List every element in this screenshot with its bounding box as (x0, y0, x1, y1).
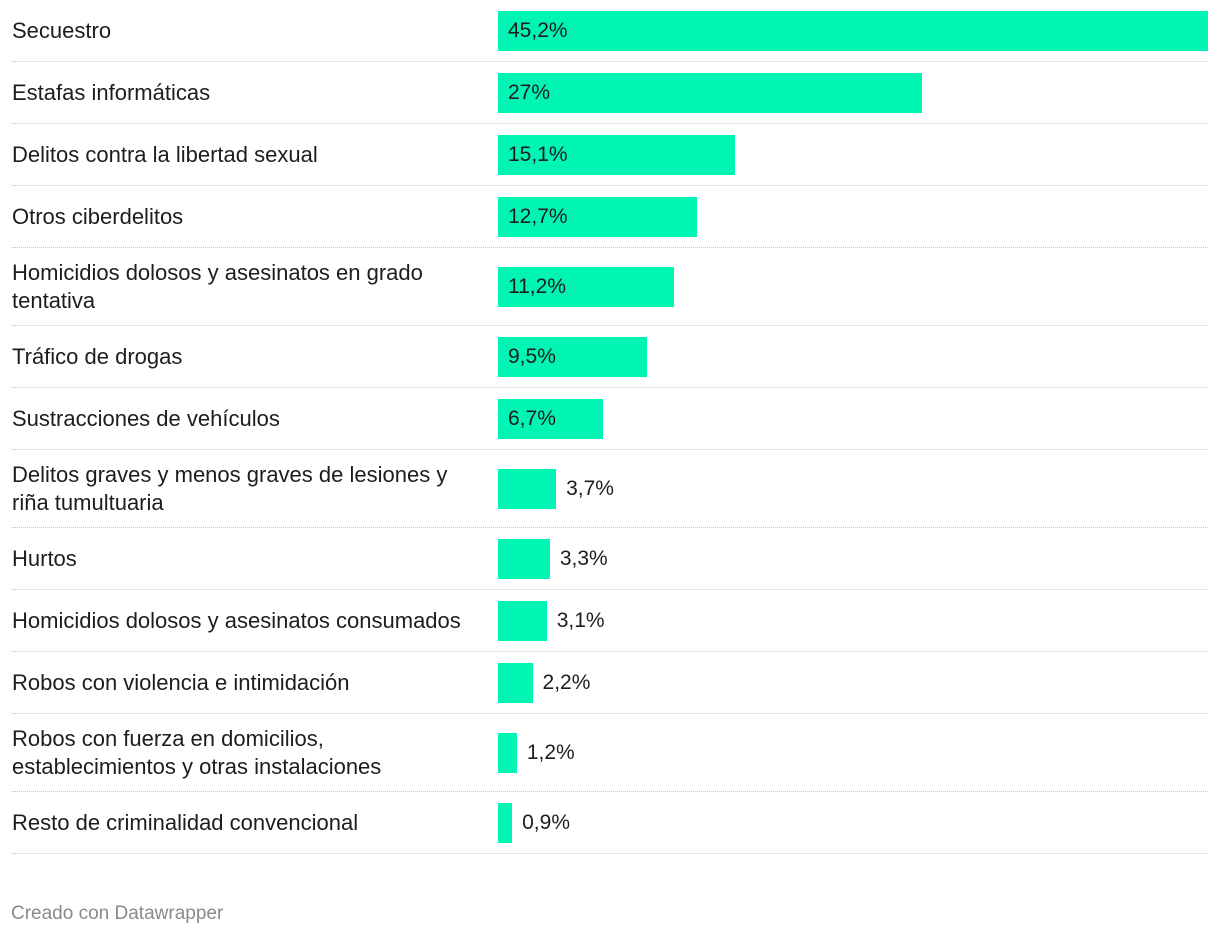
chart-row: Tráfico de drogas 9,5% (12, 326, 1208, 388)
category-label: Estafas informáticas (12, 80, 211, 105)
bar-value-label: 1,2% (526, 741, 575, 764)
category-label: Delitos contra la libertad sexual (12, 142, 318, 167)
chart-row: Sustracciones de vehículos 6,7% (12, 388, 1208, 450)
bar-value-label: 11,2% (508, 275, 566, 298)
bar (498, 663, 533, 703)
bar (498, 337, 648, 377)
chart-row: Secuestro 45,2% (12, 0, 1208, 62)
category-label: Sustracciones de vehículos (12, 406, 280, 431)
bar-value-label: 0,9% (522, 811, 570, 834)
chart-row: Robos con violencia e intimidación 2,2% (12, 652, 1208, 714)
bar (498, 135, 736, 175)
bar (498, 733, 517, 773)
bar-value-label: 3,1% (556, 609, 605, 632)
category-label: Resto de criminalidad convencional (12, 810, 359, 835)
bar-value-label: 3,7% (566, 477, 614, 500)
category-label: Secuestro (12, 18, 112, 43)
bar-value-label: 2,2% (542, 671, 591, 694)
bar (498, 197, 698, 237)
bar (498, 601, 547, 641)
bar (498, 469, 557, 509)
category-label: Hurtos (12, 546, 77, 571)
chart-row: Robos con fuerza en domicilios, establec… (12, 714, 1208, 792)
chart-row: Estafas informáticas 27% (12, 62, 1208, 124)
chart-row: Homicidios dolosos y asesinatos consumad… (12, 590, 1208, 652)
bar (498, 73, 923, 113)
category-label: Robos con violencia e intimidación (12, 670, 350, 695)
bar-chart: Secuestro 45,2% Estafas informáticas 27% Del… (12, 0, 1208, 854)
category-label: Otros ciberdelitos (12, 204, 184, 229)
bar (498, 803, 513, 843)
bar-value-label: 9,5% (508, 345, 556, 368)
chart-row: Resto de criminalidad convencional 0,9% (12, 792, 1208, 854)
bar (498, 399, 604, 439)
bar-value-label: 27% (508, 81, 551, 104)
bar (498, 11, 1208, 51)
bar (498, 539, 550, 579)
chart-row: Hurtos 3,3% (12, 528, 1208, 590)
chart-row: Delitos graves y menos graves de lesione… (12, 450, 1208, 528)
bar-value-label: 45,2% (508, 19, 568, 42)
chart-row: Homicidios dolosos y asesinatos en grado… (12, 248, 1208, 326)
category-label: Homicidios dolosos y asesinatos consumad… (12, 608, 461, 633)
category-label: Delitos graves y menos graves de lesione… (12, 462, 448, 515)
chart-row: Otros ciberdelitos 12,7% (12, 186, 1208, 248)
bar (498, 267, 674, 307)
category-label: Tráfico de drogas (12, 344, 183, 369)
category-label: Robos con fuerza en domicilios, establec… (12, 726, 382, 779)
category-label: Homicidios dolosos y asesinatos en grado… (12, 260, 423, 313)
chart-row: Delitos contra la libertad sexual 15,1% (12, 124, 1208, 186)
credit-footer: Creado con Datawrapper (11, 903, 224, 924)
bar-value-label: 6,7% (508, 407, 556, 430)
bar-value-label: 3,3% (559, 547, 608, 570)
bar-value-label: 12,7% (508, 205, 568, 228)
bar-value-label: 15,1% (508, 143, 568, 166)
